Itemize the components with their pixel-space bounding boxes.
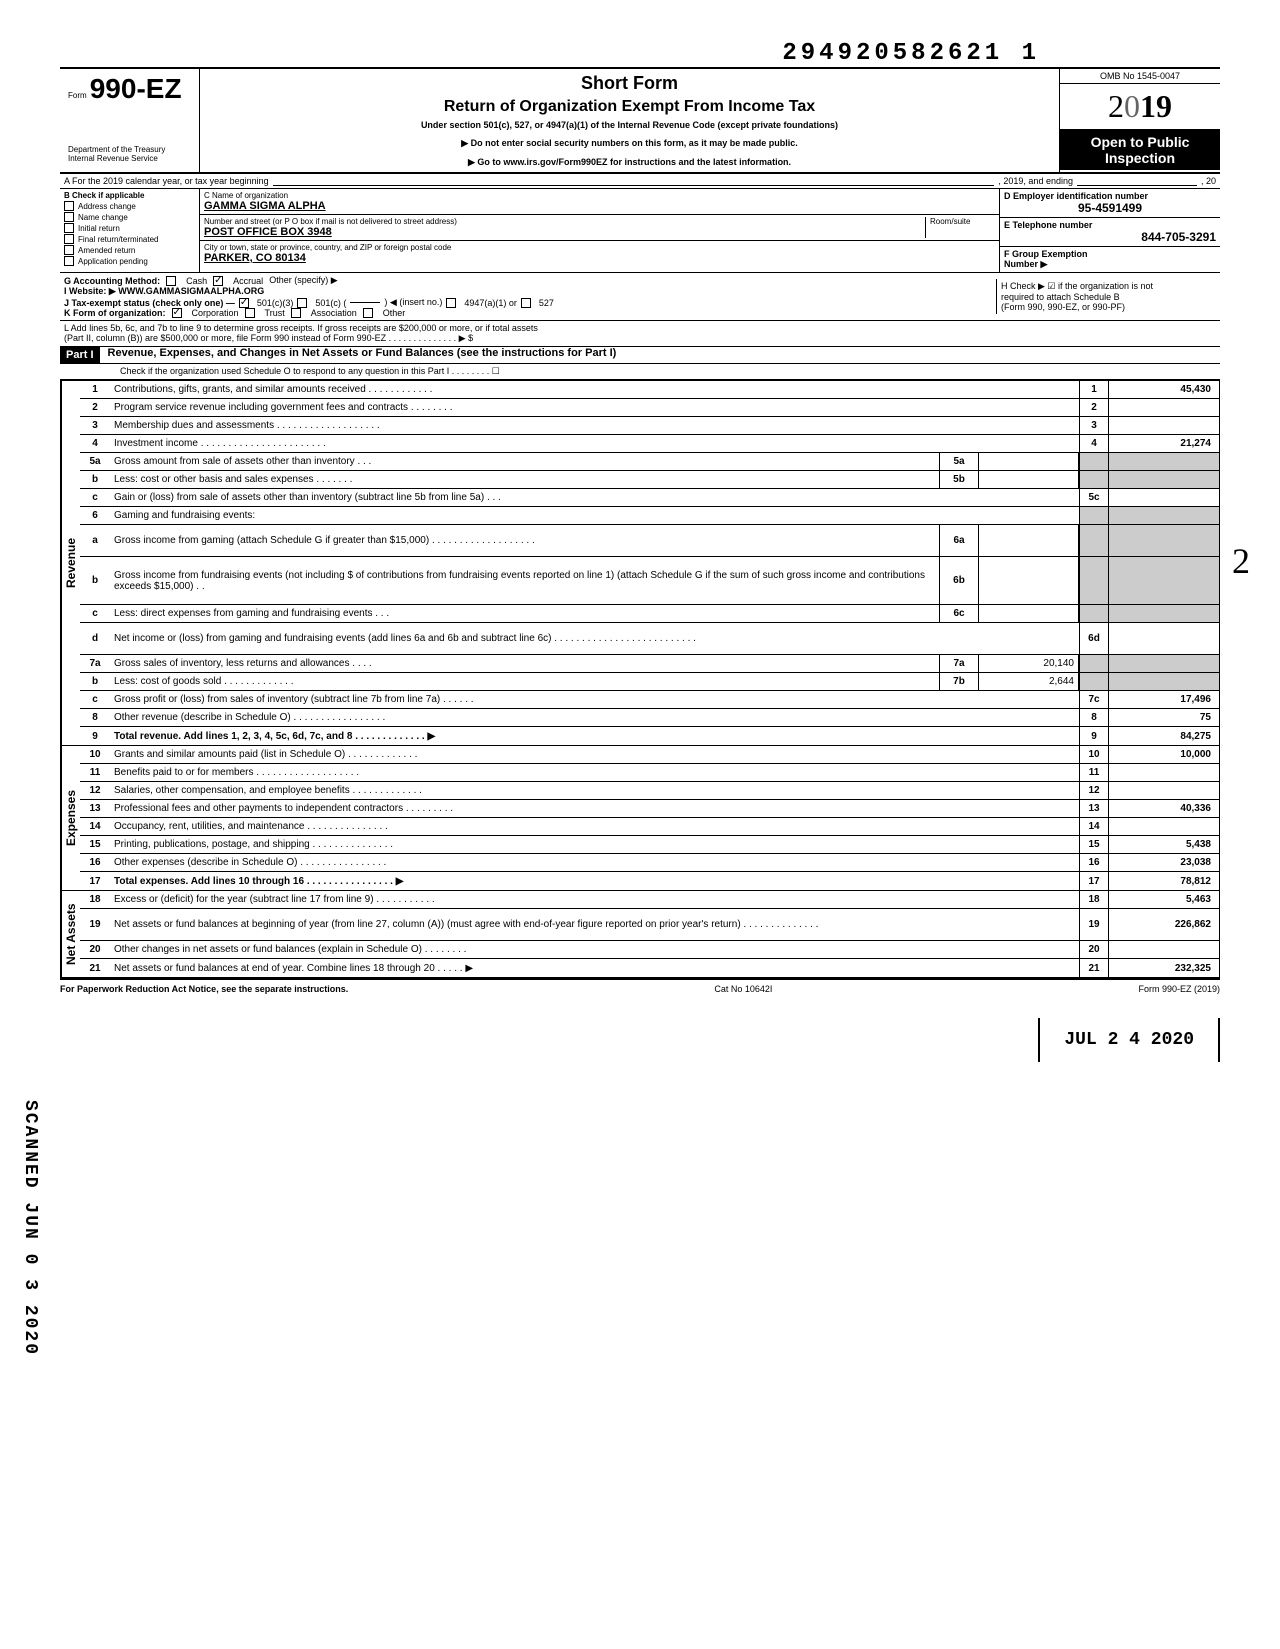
goto-note: ▶ Go to www.irs.gov/Form990EZ for instru… [208,157,1051,168]
section-bcdef: B Check if applicable Address change Nam… [60,189,1220,273]
part1-title: Revenue, Expenses, and Changes in Net As… [108,347,617,363]
ein-value: 95-4591499 [1004,201,1216,215]
b-label: B Check if applicable [64,191,195,200]
f-label: F Group Exemption Number ▶ [1004,249,1216,270]
e-label: E Telephone number [1004,220,1216,230]
part1-header-row: Part I Revenue, Expenses, and Changes in… [60,347,1220,364]
org-name: GAMMA SIGMA ALPHA [204,200,995,212]
netassets-table: Net Assets 18Excess or (deficit) for the… [60,891,1220,978]
expenses-table: Expenses 10Grants and similar amounts pa… [60,746,1220,891]
city-value: PARKER, CO 80134 [204,252,995,264]
j-label: J Tax-exempt status (check only one) — [64,298,235,308]
stamp-area: JUL 2 4 2020 [60,1018,1220,1062]
expenses-lines: 10Grants and similar amounts paid (list … [80,746,1219,890]
e-row: E Telephone number 844-705-3291 [1000,218,1220,247]
under-section: Under section 501(c), 527, or 4947(a)(1)… [208,120,1051,130]
c-street-row: Number and street (or P O box if mail is… [200,215,999,241]
part1-check-note: Check if the organization used Schedule … [60,364,1220,380]
d-label: D Employer identification number [1004,191,1216,201]
phone-value: 844-705-3291 [1004,230,1216,244]
room-label: Room/suite [930,217,995,226]
ssn-note: ▶ Do not enter social security numbers o… [208,138,1051,149]
netassets-side-label: Net Assets [61,891,80,977]
c-street-label: Number and street (or P O box if mail is… [204,217,925,226]
dept-treasury: Department of the TreasuryInternal Reven… [68,145,191,163]
form-prefix: Form [68,91,87,100]
row-l: L Add lines 5b, 6c, and 7b to line 9 to … [60,321,1220,347]
row-a-end: , 20 [1201,176,1216,186]
open-public-label: Open to PublicInspection [1060,130,1220,170]
cat-number: Cat No 10642I [714,984,772,994]
title-box: Short Form Return of Organization Exempt… [200,69,1060,172]
form-number: 990-EZ [90,73,182,104]
d-row: D Employer identification number 95-4591… [1000,189,1220,218]
g-label: G Accounting Method: [64,276,160,286]
col-c: C Name of organization GAMMA SIGMA ALPHA… [200,189,1000,272]
paperwork-notice: For Paperwork Reduction Act Notice, see … [60,984,348,994]
revenue-table: Revenue 1Contributions, gifts, grants, a… [60,380,1220,746]
chk-address[interactable]: Address change [64,201,195,211]
omb-number: OMB No 1545-0047 [1060,69,1220,84]
chk-name[interactable]: Name change [64,212,195,222]
revenue-side-label: Revenue [61,381,80,745]
footer-row: For Paperwork Reduction Act Notice, see … [60,978,1220,998]
tax-year: 2019 [1060,84,1220,130]
c-city-label: City or town, state or province, country… [204,243,995,252]
row-a-mid: , 2019, and ending [998,176,1073,186]
chk-initial[interactable]: Initial return [64,223,195,233]
chk-pending[interactable]: Application pending [64,256,195,266]
form-header: Form 990-EZ Department of the TreasuryIn… [60,67,1220,174]
scanned-stamp: SCANNED JUN 0 3 2020 [20,1100,40,1356]
row-g-i: G Accounting Method: Cash Accrual Other … [60,273,1220,321]
chk-amended[interactable]: Amended return [64,245,195,255]
revenue-lines: 1Contributions, gifts, grants, and simil… [80,381,1219,745]
col-b: B Check if applicable Address change Nam… [60,189,200,272]
c-name-label: C Name of organization [204,191,995,200]
return-title: Return of Organization Exempt From Incom… [208,98,1051,116]
chk-final[interactable]: Final return/terminated [64,234,195,244]
row-a: A For the 2019 calendar year, or tax yea… [60,174,1220,189]
short-form-label: Short Form [208,73,1051,94]
i-label: I Website: ▶ [64,286,116,296]
handwritten-2: 2 [1232,540,1250,582]
form-ref: Form 990-EZ (2019) [1138,984,1220,994]
right-box: OMB No 1545-0047 2019 Open to PublicInsp… [1060,69,1220,172]
dln-number: 294920582621 1 [60,40,1220,67]
part1-label: Part I [60,347,100,363]
date-stamp: JUL 2 4 2020 [1052,1022,1206,1058]
c-name-row: C Name of organization GAMMA SIGMA ALPHA [200,189,999,215]
street-value: POST OFFICE BOX 3948 [204,226,925,238]
expenses-side-label: Expenses [61,746,80,890]
website-value: WWW.GAMMASIGMAALPHA.ORG [118,286,264,296]
netassets-lines: 18Excess or (deficit) for the year (subt… [80,891,1219,977]
row-a-label: A For the 2019 calendar year, or tax yea… [64,176,269,186]
form-id-box: Form 990-EZ Department of the TreasuryIn… [60,69,200,172]
f-row: F Group Exemption Number ▶ [1000,247,1220,272]
c-city-row: City or town, state or province, country… [200,241,999,266]
col-def: D Employer identification number 95-4591… [1000,189,1220,272]
h-box: H Check ▶ ☑ if the organization is not r… [996,279,1216,314]
k-label: K Form of organization: [64,308,166,318]
